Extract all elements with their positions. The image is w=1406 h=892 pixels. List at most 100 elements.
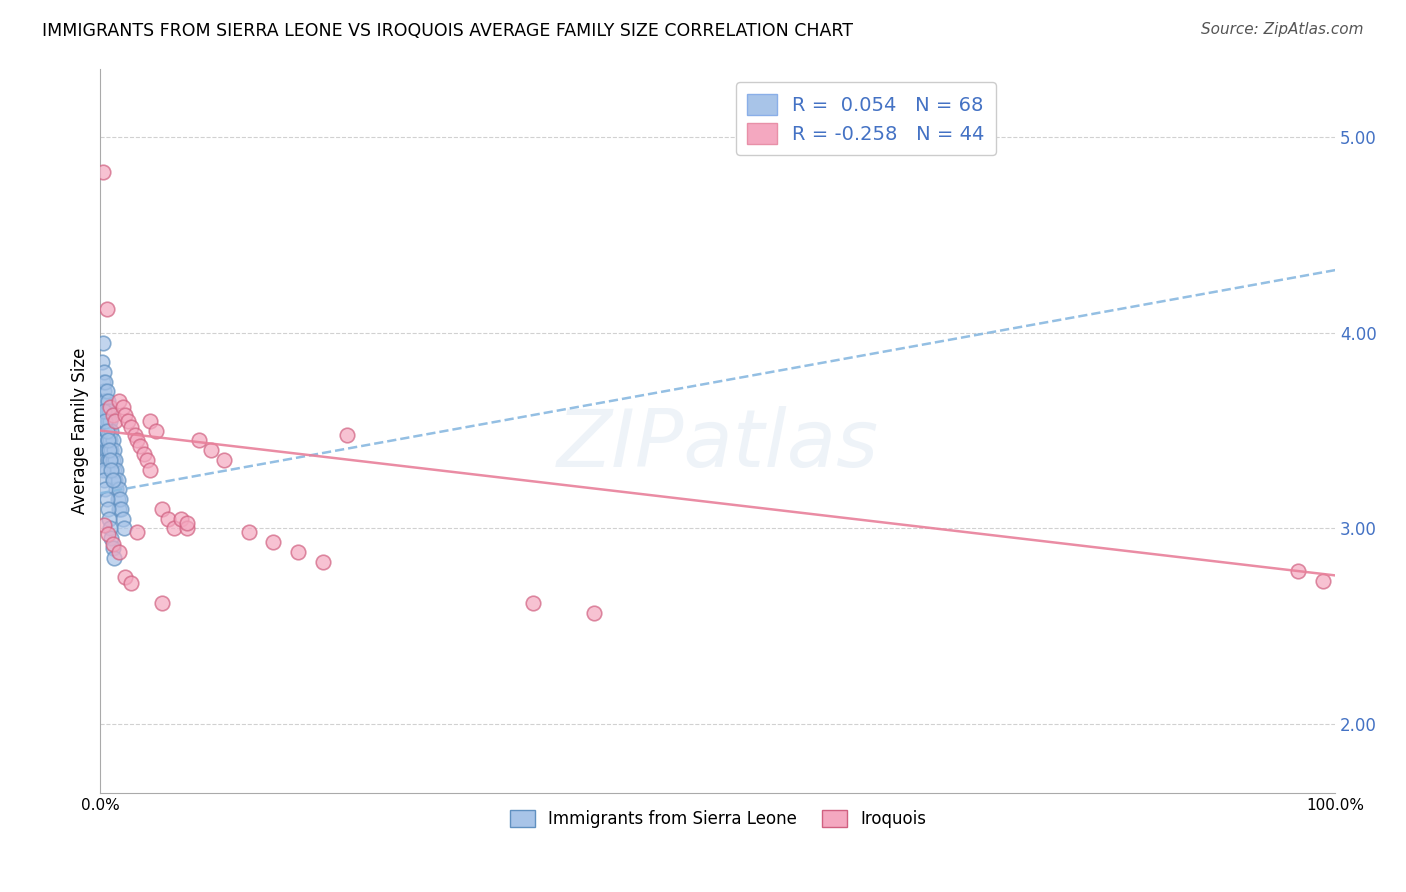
Point: [98, 414, 121, 428]
Text: ZIPatlas: ZIPatlas: [557, 406, 879, 484]
Point: [176, 516, 198, 530]
Point: [94, 414, 117, 428]
Point: [94, 375, 117, 389]
Point: [98, 400, 121, 414]
Point: [98, 443, 121, 458]
Point: [238, 525, 260, 540]
Point: [94, 483, 117, 497]
Point: [104, 414, 127, 428]
Point: [110, 501, 132, 516]
Y-axis label: Average Family Size: Average Family Size: [72, 347, 89, 514]
Text: IMMIGRANTS FROM SIERRA LEONE VS IROQUOIS AVERAGE FAMILY SIZE CORRELATION CHART: IMMIGRANTS FROM SIERRA LEONE VS IROQUOIS…: [42, 22, 853, 40]
Point: [100, 424, 122, 438]
Point: [136, 453, 159, 467]
Point: [97, 501, 120, 516]
Point: [93, 404, 115, 418]
Point: [94, 453, 117, 467]
Point: [176, 521, 198, 535]
Point: [94, 414, 117, 428]
Point: [98, 404, 121, 418]
Point: [108, 483, 131, 497]
Point: [111, 511, 134, 525]
Point: [1312, 574, 1334, 589]
Point: [101, 473, 124, 487]
Point: [93, 365, 115, 379]
Point: [97, 453, 120, 467]
Point: [1286, 565, 1309, 579]
Point: [91, 414, 114, 428]
Point: [120, 419, 142, 434]
Point: [96, 463, 118, 477]
Point: [101, 473, 124, 487]
Point: [127, 434, 149, 448]
Point: [114, 570, 136, 584]
Point: [108, 394, 131, 409]
Point: [101, 537, 124, 551]
Point: [91, 394, 114, 409]
Point: [98, 453, 121, 467]
Point: [163, 521, 186, 535]
Point: [104, 453, 127, 467]
Point: [101, 408, 124, 422]
Point: [93, 443, 115, 458]
Point: [91, 165, 114, 179]
Point: [93, 404, 115, 418]
Point: [101, 453, 124, 467]
Legend: Immigrants from Sierra Leone, Iroquois: Immigrants from Sierra Leone, Iroquois: [503, 804, 932, 835]
Point: [96, 384, 118, 399]
Point: [120, 576, 142, 591]
Point: [139, 414, 162, 428]
Point: [103, 550, 125, 565]
Point: [98, 511, 121, 525]
Point: [150, 501, 173, 516]
Point: [311, 555, 333, 569]
Point: [91, 335, 114, 350]
Point: [188, 434, 211, 448]
Point: [105, 463, 128, 477]
Point: [91, 375, 114, 389]
Point: [105, 483, 128, 497]
Point: [98, 424, 121, 438]
Point: [127, 525, 149, 540]
Point: [107, 492, 129, 507]
Point: [157, 511, 180, 525]
Point: [128, 439, 150, 453]
Point: [100, 463, 122, 477]
Point: [103, 443, 125, 458]
Point: [97, 434, 120, 448]
Point: [101, 434, 124, 448]
Point: [114, 408, 136, 422]
Point: [101, 541, 124, 555]
Point: [169, 511, 191, 525]
Point: [94, 394, 117, 409]
Point: [111, 400, 134, 414]
Point: [100, 443, 122, 458]
Point: [96, 302, 118, 317]
Point: [98, 443, 121, 458]
Point: [93, 384, 115, 399]
Point: [91, 463, 114, 477]
Point: [93, 424, 115, 438]
Point: [97, 434, 120, 448]
Point: [96, 443, 118, 458]
Point: [212, 453, 235, 467]
Point: [96, 424, 118, 438]
Point: [96, 424, 118, 438]
Point: [103, 463, 125, 477]
Point: [139, 463, 162, 477]
Point: [97, 527, 120, 541]
Point: [522, 596, 544, 610]
Point: [132, 447, 155, 461]
Point: [107, 473, 129, 487]
Point: [262, 535, 284, 549]
Point: [108, 545, 131, 559]
Point: [93, 473, 115, 487]
Point: [100, 531, 122, 545]
Point: [104, 473, 127, 487]
Point: [145, 424, 167, 438]
Point: [336, 427, 359, 442]
Point: [98, 521, 121, 535]
Point: [94, 434, 117, 448]
Point: [117, 414, 139, 428]
Point: [108, 492, 131, 507]
